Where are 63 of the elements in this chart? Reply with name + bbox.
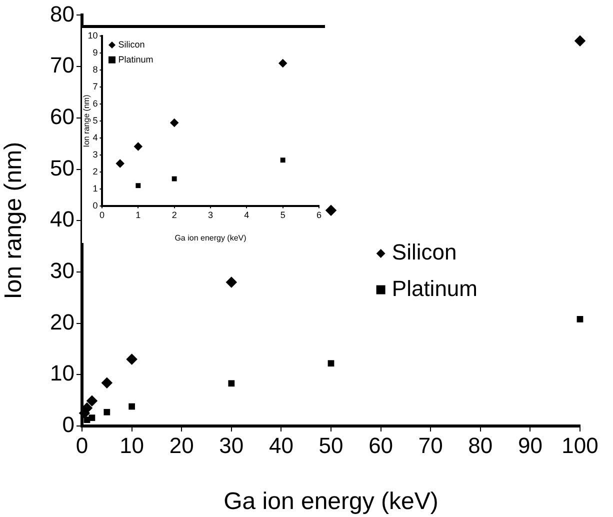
y-tick-label: 7	[92, 81, 98, 92]
y-tick-label: 1	[92, 183, 98, 194]
point	[126, 354, 138, 365]
point	[172, 176, 177, 182]
x-tick-label: 80	[468, 432, 493, 458]
y-tick-label: 0	[62, 412, 74, 438]
point	[328, 360, 334, 367]
legend-label: Platinum	[392, 276, 478, 301]
legend-label: Silicon	[392, 240, 457, 265]
legend-label: Silicon	[118, 39, 145, 50]
x-tick-label: 2	[172, 210, 177, 220]
point	[170, 118, 179, 128]
point	[86, 395, 98, 406]
y-axis-title: Ion range (nm)	[82, 94, 92, 148]
x-tick-label: 20	[169, 432, 194, 458]
point	[104, 408, 110, 416]
y-tick-label: 2	[92, 166, 98, 176]
y-tick-label: 4	[92, 132, 98, 142]
point	[325, 204, 337, 216]
y-tick-label: 10	[50, 360, 74, 386]
y-tick-label: 5	[92, 115, 98, 126]
point	[576, 316, 584, 322]
x-tick-label: 100	[562, 432, 598, 458]
y-tick-label: 80	[50, 1, 74, 26]
point	[226, 276, 238, 288]
y-tick-label: 10	[88, 30, 98, 40]
x-tick-label: 6	[316, 210, 322, 220]
point	[136, 183, 141, 188]
x-tick-label: 50	[318, 432, 344, 458]
x-tick-label: 4	[244, 210, 250, 220]
point	[574, 35, 586, 46]
y-tick-label: 30	[50, 258, 74, 284]
x-tick-label: 10	[120, 432, 144, 458]
point	[116, 159, 124, 168]
x-tick-label: 1	[136, 210, 141, 220]
y-axis-title: Ion range (nm)	[0, 142, 28, 300]
x-tick-label: 90	[518, 432, 542, 458]
y-tick-label: 0	[92, 200, 98, 210]
x-axis-title: Ga ion energy (keV)	[174, 233, 247, 242]
x-tick-label: 3	[208, 210, 214, 220]
x-tick-label: 30	[219, 432, 244, 458]
x-tick-label: 5	[280, 210, 286, 220]
point	[134, 142, 143, 151]
point	[228, 380, 235, 387]
x-tick-label: 0	[99, 210, 105, 220]
point	[128, 403, 135, 410]
y-tick-label: 3	[92, 149, 98, 160]
point	[88, 414, 96, 421]
x-tick-label: 40	[268, 432, 294, 458]
x-tick-label: 70	[418, 432, 443, 458]
x-tick-label: 60	[368, 432, 394, 458]
y-tick-label: 8	[92, 64, 98, 74]
y-tick-label: 70	[50, 52, 74, 78]
x-axis-title: Ga ion energy (keV)	[224, 488, 438, 516]
y-tick-label: 60	[50, 104, 74, 129]
point	[101, 377, 113, 388]
y-tick-label: 20	[50, 309, 74, 334]
point	[280, 158, 286, 163]
y-tick-label: 50	[50, 155, 74, 180]
y-tick-label: 9	[92, 47, 98, 58]
y-tick-label: 6	[92, 98, 98, 108]
legend-label: Platinum	[118, 54, 154, 64]
point	[278, 58, 288, 68]
